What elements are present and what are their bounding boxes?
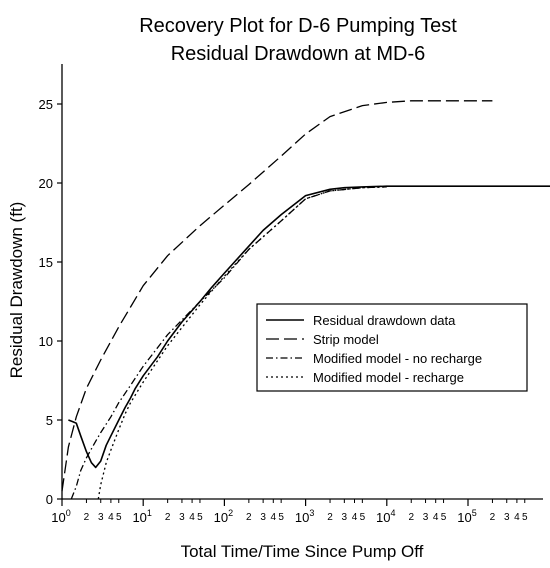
- x-minor-tick-label: 5: [116, 512, 122, 523]
- legend-label: Residual drawdown data: [313, 313, 456, 328]
- series-layer: [61, 100, 550, 500]
- y-tick-label: 20: [39, 176, 53, 191]
- x-minor-tick-label: 2: [246, 512, 252, 523]
- legend-label: Modified model - recharge: [313, 370, 464, 385]
- x-tick-exponent: 0: [66, 508, 71, 518]
- x-axis-label: Total Time/Time Since Pump Off: [181, 542, 424, 561]
- x-minor-tick-label: 4: [433, 512, 439, 523]
- x-minor-tick-label: 5: [360, 512, 366, 523]
- x-minor-tick-label: 3: [342, 512, 348, 523]
- legend-label: Modified model - no recharge: [313, 351, 482, 366]
- chart-title: Recovery Plot for D-6 Pumping Test: [139, 15, 457, 37]
- x-minor-tick-label: 3: [423, 512, 429, 523]
- series-line: [70, 186, 387, 500]
- series-line: [68, 185, 550, 469]
- y-tick-label: 15: [39, 255, 53, 270]
- x-minor-tick-label: 3: [98, 512, 104, 523]
- x-tick-label: 103: [295, 508, 314, 525]
- x-tick-exponent: 1: [147, 508, 152, 518]
- y-tick-label: 25: [39, 97, 53, 112]
- x-minor-tick-label: 2: [327, 512, 333, 523]
- x-tick-label: 104: [376, 508, 395, 525]
- x-minor-tick-label: 2: [408, 512, 414, 523]
- x-tick-exponent: 2: [228, 508, 233, 518]
- y-axis-label: Residual Drawdown (ft): [7, 202, 26, 379]
- x-minor-tick-label: 4: [352, 512, 358, 523]
- x-tick-label: 101: [132, 508, 151, 525]
- x-tick-label: 102: [214, 508, 233, 525]
- chart-subtitle: Residual Drawdown at MD-6: [171, 43, 426, 65]
- x-minor-tick-label: 5: [441, 512, 447, 523]
- x-minor-tick-label: 3: [504, 512, 510, 523]
- x-minor-tick-label: 4: [108, 512, 114, 523]
- y-tick-label: 10: [39, 334, 53, 349]
- x-minor-tick-label: 4: [271, 512, 277, 523]
- x-tick-label: 105: [457, 508, 476, 525]
- x-minor-tick-label: 3: [260, 512, 266, 523]
- series-line: [97, 186, 387, 500]
- y-tick-label: 5: [46, 413, 53, 428]
- legend-label: Strip model: [313, 332, 379, 347]
- x-tick-label: 100: [51, 508, 70, 525]
- x-minor-tick-label: 2: [84, 512, 90, 523]
- x-minor-tick-label: 5: [278, 512, 284, 523]
- x-minor-tick-label: 4: [189, 512, 195, 523]
- x-tick-exponent: 4: [391, 508, 396, 518]
- legend: Residual drawdown data Strip model Modifie…: [256, 303, 528, 392]
- x-minor-tick-label: 2: [165, 512, 171, 523]
- x-minor-tick-label: 2: [490, 512, 496, 523]
- x-tick-exponent: 5: [472, 508, 477, 518]
- x-minor-tick-label: 5: [197, 512, 203, 523]
- x-minor-tick-label: 3: [179, 512, 185, 523]
- x-minor-tick-label: 4: [514, 512, 520, 523]
- x-minor-tick-label: 5: [522, 512, 528, 523]
- y-tick-label: 0: [46, 492, 53, 507]
- series-line: [61, 100, 493, 492]
- x-tick-exponent: 3: [309, 508, 314, 518]
